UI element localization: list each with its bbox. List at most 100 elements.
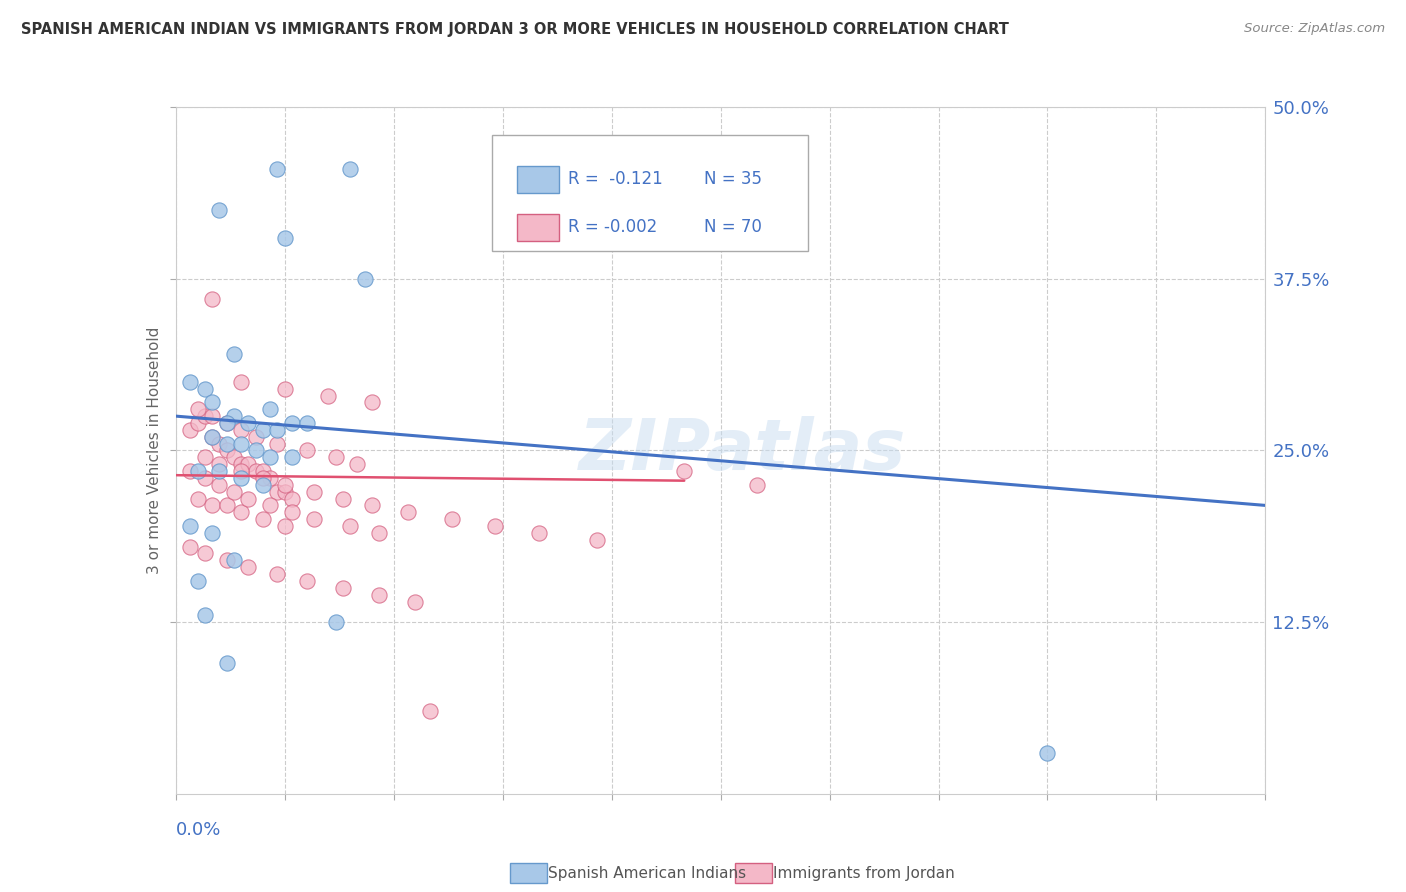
Point — [208, 203, 231, 218]
Point — [201, 430, 224, 444]
Point — [274, 519, 297, 533]
Point — [274, 484, 297, 499]
Y-axis label: 3 or more Vehicles in Household: 3 or more Vehicles in Household — [146, 326, 162, 574]
Point — [527, 525, 550, 540]
Text: 0.0%: 0.0% — [176, 822, 221, 839]
Point — [186, 491, 209, 506]
Point — [360, 499, 382, 513]
Point — [231, 464, 253, 478]
Point — [259, 499, 281, 513]
Point — [201, 395, 224, 409]
Point — [179, 540, 201, 554]
Point — [238, 416, 260, 430]
Point — [231, 375, 253, 389]
Point — [194, 450, 217, 465]
Point — [208, 436, 231, 450]
FancyBboxPatch shape — [517, 166, 560, 193]
Point — [222, 553, 245, 567]
Point — [252, 423, 274, 437]
Point — [186, 574, 209, 588]
Point — [215, 443, 238, 458]
Point — [179, 519, 201, 533]
Point — [274, 478, 297, 492]
Text: N = 35: N = 35 — [704, 170, 762, 188]
Point — [245, 464, 267, 478]
Point — [259, 450, 281, 465]
Point — [222, 409, 245, 423]
Point — [440, 512, 463, 526]
Point — [586, 533, 609, 547]
Point — [201, 430, 224, 444]
Point — [201, 409, 224, 423]
Point — [302, 484, 325, 499]
Point — [252, 464, 274, 478]
Point — [325, 615, 347, 630]
FancyBboxPatch shape — [517, 214, 560, 241]
Point — [215, 416, 238, 430]
Point — [368, 588, 391, 602]
Point — [186, 402, 209, 417]
Point — [295, 574, 318, 588]
Point — [346, 457, 368, 471]
Point — [295, 443, 318, 458]
Point — [215, 657, 238, 671]
Point — [201, 525, 224, 540]
Point — [274, 230, 297, 244]
Text: Spanish American Indians: Spanish American Indians — [548, 866, 747, 880]
Point — [194, 409, 217, 423]
Text: Immigrants from Jordan: Immigrants from Jordan — [773, 866, 955, 880]
Point — [266, 484, 288, 499]
Point — [368, 525, 391, 540]
Point — [186, 416, 209, 430]
Point — [245, 430, 267, 444]
Point — [266, 567, 288, 582]
Point — [194, 608, 217, 623]
Point — [231, 457, 253, 471]
Point — [252, 471, 274, 485]
Point — [266, 423, 288, 437]
Point — [339, 161, 361, 176]
Point — [266, 436, 288, 450]
Point — [201, 499, 224, 513]
Point — [201, 293, 224, 307]
Point — [259, 471, 281, 485]
Point — [332, 491, 354, 506]
Point — [238, 560, 260, 574]
Point — [1036, 746, 1059, 760]
FancyBboxPatch shape — [492, 135, 808, 252]
Point — [396, 505, 419, 519]
Text: R =  -0.121: R = -0.121 — [568, 170, 662, 188]
Text: ZIPatlas: ZIPatlas — [579, 416, 905, 485]
Point — [194, 471, 217, 485]
Point — [238, 491, 260, 506]
Point — [186, 464, 209, 478]
Point — [325, 450, 347, 465]
Point — [215, 436, 238, 450]
Point — [222, 450, 245, 465]
Point — [360, 395, 382, 409]
Point — [673, 464, 696, 478]
Point — [252, 478, 274, 492]
Point — [215, 499, 238, 513]
Point — [208, 457, 231, 471]
Point — [231, 471, 253, 485]
Point — [281, 450, 304, 465]
Point — [231, 505, 253, 519]
Text: N = 70: N = 70 — [704, 219, 762, 236]
Point — [281, 416, 304, 430]
Text: Source: ZipAtlas.com: Source: ZipAtlas.com — [1244, 22, 1385, 36]
Point — [215, 416, 238, 430]
Point — [274, 382, 297, 396]
Point — [231, 423, 253, 437]
Point — [266, 161, 288, 176]
Point — [208, 478, 231, 492]
Point — [245, 443, 267, 458]
Point — [252, 512, 274, 526]
Text: R = -0.002: R = -0.002 — [568, 219, 657, 236]
Point — [222, 484, 245, 499]
Point — [238, 457, 260, 471]
Point — [194, 382, 217, 396]
Point — [484, 519, 506, 533]
Point — [215, 553, 238, 567]
Point — [745, 478, 768, 492]
